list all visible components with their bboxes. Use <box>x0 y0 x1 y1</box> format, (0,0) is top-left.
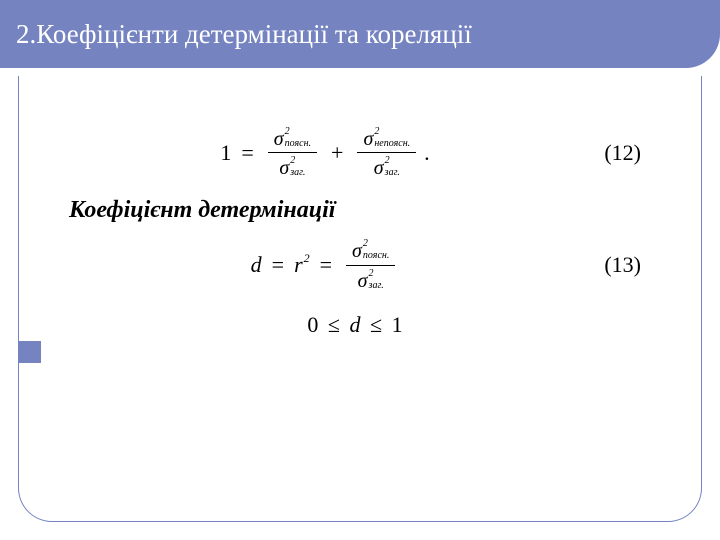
eq12-plus: + <box>331 140 343 166</box>
equation-13-row: d = r 2 = σ 2 поясн. <box>69 238 641 291</box>
eq12-frac2: σ 2 непоясн. σ 2 <box>357 126 416 179</box>
equation-12-row: 1 = σ 2 поясн. <box>69 126 641 179</box>
eq12-equals: = <box>241 140 253 166</box>
eq12-number: (12) <box>581 140 641 166</box>
eq12-dot: . <box>424 140 430 166</box>
eq13-d: d <box>251 252 262 278</box>
content-frame: 1 = σ 2 поясн. <box>18 76 702 522</box>
eq12-frac1: σ 2 поясн. σ 2 <box>268 126 317 179</box>
eq12-lhs: 1 <box>220 140 231 166</box>
eq13-eq2: = <box>320 252 332 278</box>
eq13-frac: σ 2 поясн. σ 2 <box>346 238 395 291</box>
content-inner: 1 = σ 2 поясн. <box>19 76 701 368</box>
slide-header: 2.Коефіцієнти детермінації та кореляції <box>0 0 720 68</box>
equation-12: 1 = σ 2 поясн. <box>69 126 581 179</box>
eq13-r2: r 2 <box>294 254 310 276</box>
eq13-number: (13) <box>581 252 641 278</box>
eq13-eq1: = <box>272 252 284 278</box>
range-inequality: 0 ≤ d ≤ 1 <box>69 312 641 338</box>
equation-13: d = r 2 = σ 2 поясн. <box>69 238 581 291</box>
slide-title: 2.Коефіцієнти детермінації та кореляції <box>16 19 472 50</box>
subheading-determination: Коефіцієнт детермінації <box>69 197 641 224</box>
